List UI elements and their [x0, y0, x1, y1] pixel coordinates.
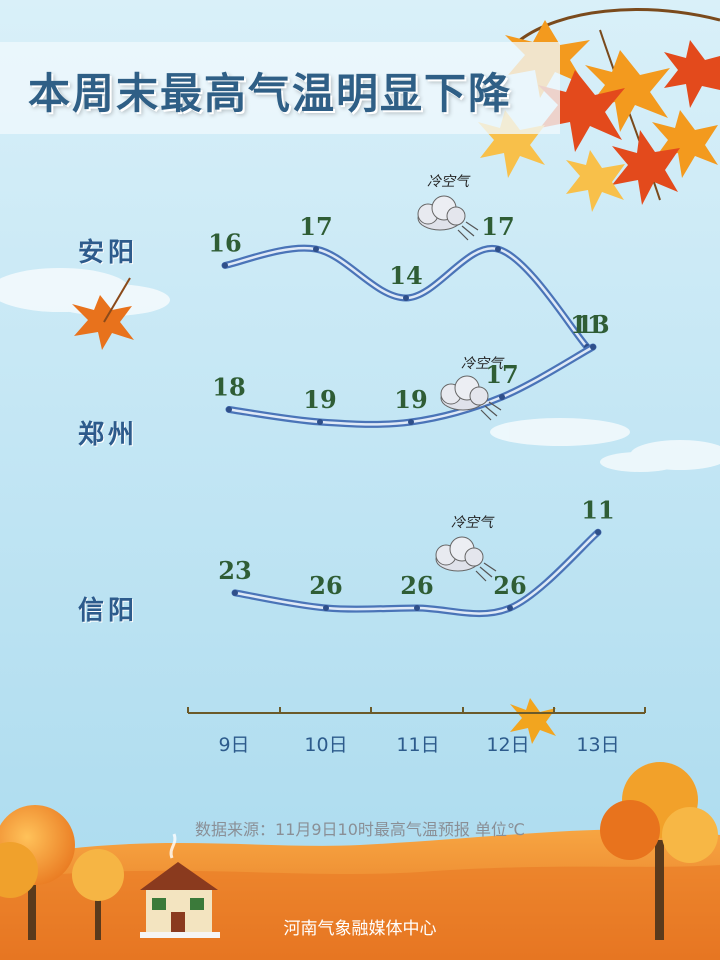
axis-leaf-icon: [510, 698, 556, 744]
data-point: [232, 589, 238, 596]
data-point: [595, 529, 601, 536]
data-point: [408, 419, 414, 425]
cold-air-label: 冷空气: [461, 356, 505, 372]
autumn-tree-right: [600, 762, 718, 940]
title-band: [0, 42, 560, 134]
x-tick-label: 13日: [576, 734, 619, 756]
data-point: [590, 344, 596, 350]
city-label-anyang: 安阳: [78, 238, 139, 268]
data-label: 26: [400, 571, 433, 600]
organization-credit: 河南气象融媒体中心: [283, 919, 437, 939]
cold-air-label: 冷空气: [427, 174, 471, 190]
x-tick-label: 10日: [304, 734, 347, 756]
data-point: [226, 406, 232, 413]
data-point: [313, 246, 319, 253]
city-label-xinyang: 信阳: [78, 596, 139, 626]
data-label: 13: [576, 310, 609, 339]
autumn-tree-left: [0, 805, 124, 940]
data-point: [222, 262, 228, 269]
series-3: 23 26 26 26 11: [218, 495, 615, 618]
data-point: [323, 605, 329, 611]
data-label: 17: [299, 212, 332, 241]
data-label: 26: [309, 571, 342, 600]
city-label-zhengzhou: 郑州: [78, 420, 139, 450]
data-point: [317, 419, 323, 425]
cold-air-icon: [435, 536, 497, 582]
data-point: [414, 605, 420, 611]
background-clouds: [0, 268, 720, 472]
data-point: [403, 295, 409, 301]
data-label: 19: [394, 385, 427, 414]
data-label: 11: [581, 495, 614, 524]
data-label: 19: [303, 385, 336, 414]
data-label: 16: [208, 228, 241, 257]
house-icon: [140, 833, 220, 938]
data-label: 14: [389, 261, 422, 290]
series-2: 18 19 19 17 13: [212, 310, 610, 428]
data-source-note: 数据来源：11月9日10时最高气温预报 单位℃: [195, 820, 525, 839]
data-label: 11: [570, 310, 603, 339]
data-label: 23: [218, 556, 251, 585]
data-point: [499, 394, 505, 400]
cold-air-icon: [417, 195, 479, 241]
page-title: 本周末最高气温明显下降: [28, 69, 513, 118]
x-axis: 9日 10日 11日 12日 13日: [187, 707, 646, 756]
data-point: [507, 605, 513, 611]
data-label: 17: [481, 212, 514, 241]
cold-air-icon: [440, 375, 502, 421]
x-tick-label: 11日: [396, 734, 439, 756]
cold-air-label: 冷空气: [451, 515, 495, 531]
series-layer: 16 17 14 17 11 18 19 19 17 13 23 26 26 26 11: [208, 212, 615, 618]
data-label: 18: [212, 373, 245, 402]
x-tick-label: 9日: [218, 734, 249, 756]
data-point: [495, 246, 501, 253]
data-label: 17: [485, 360, 518, 389]
data-label: 26: [493, 571, 526, 600]
series-line-highlight: [223, 246, 589, 349]
x-tick-label: 12日: [486, 734, 529, 756]
series-1: 16 17 14 17 11: [208, 212, 604, 351]
falling-leaf-icon: [72, 277, 134, 350]
